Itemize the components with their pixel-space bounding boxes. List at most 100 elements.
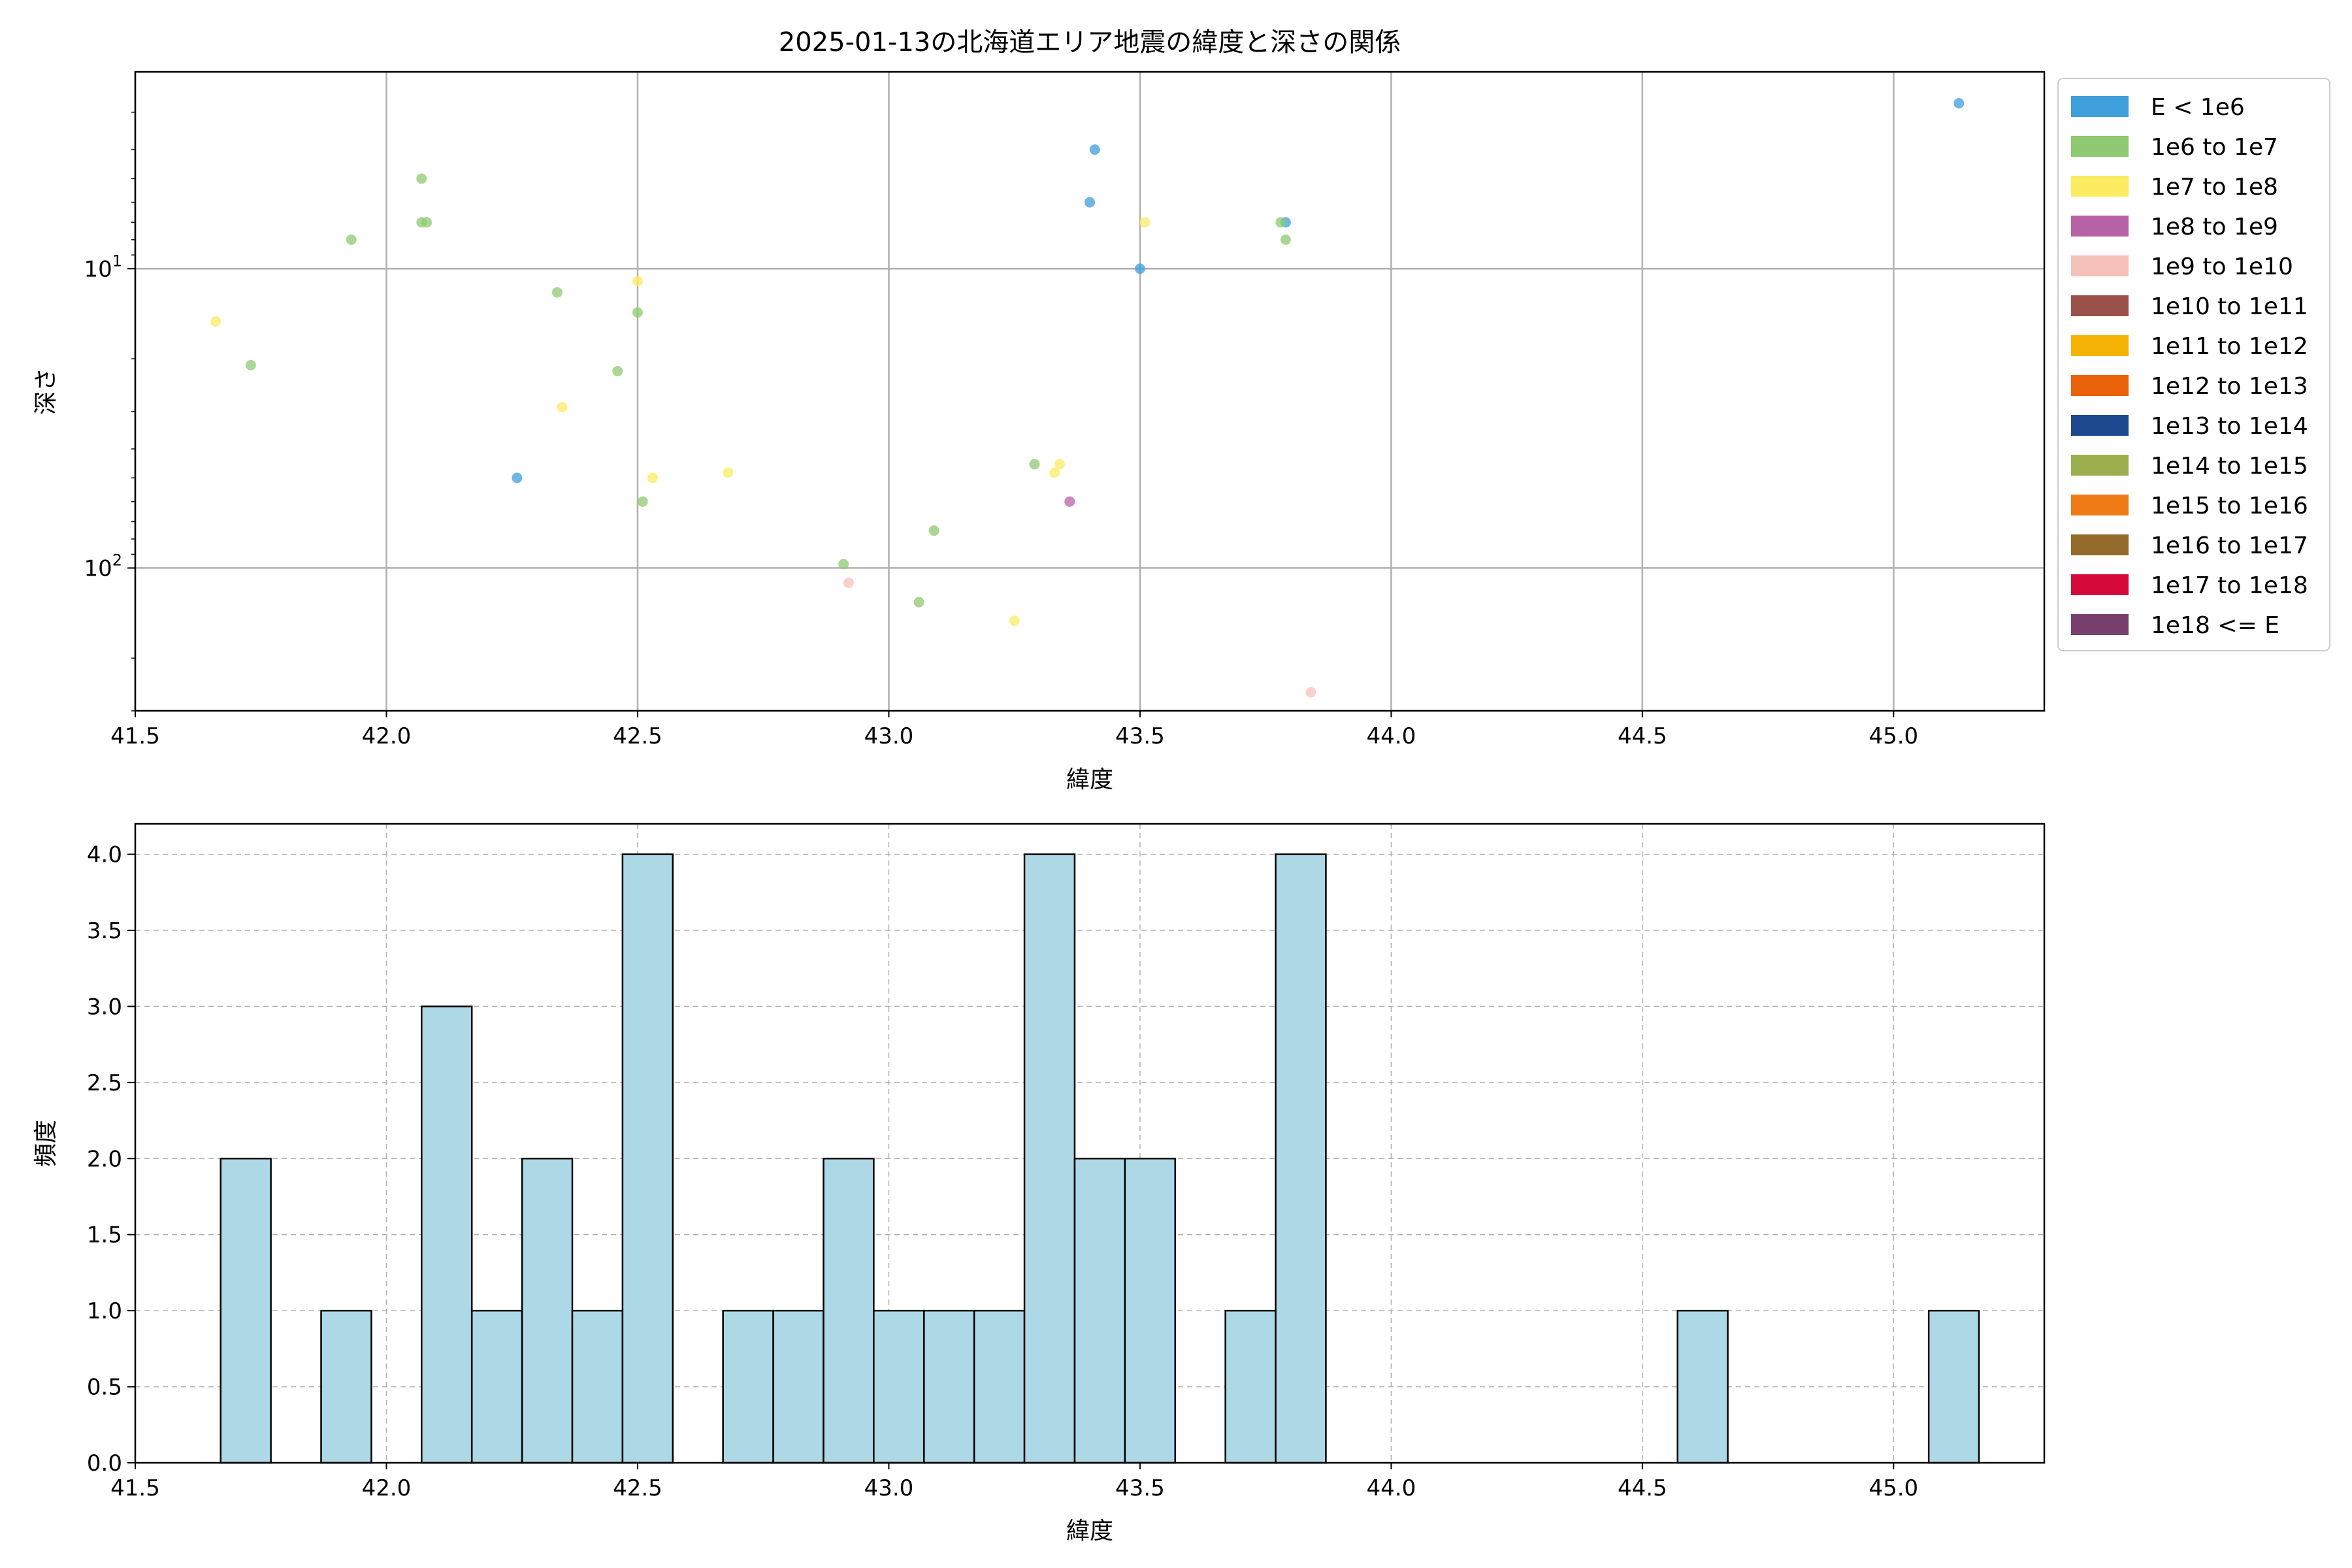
- legend-swatch: [2071, 96, 2129, 117]
- scatter-point: [1064, 496, 1075, 507]
- legend-swatch: [2071, 375, 2129, 396]
- histogram-x-axis-label: 緯度: [1066, 1518, 1113, 1544]
- legend-swatch: [2071, 455, 2129, 476]
- legend-label: 1e15 to 1e16: [2151, 493, 2308, 519]
- histogram-y-tick-label: 1.5: [87, 1222, 122, 1249]
- scatter-point: [637, 496, 648, 507]
- scatter-point: [913, 596, 924, 608]
- scatter-point: [1049, 467, 1060, 478]
- scatter-point: [1275, 217, 1286, 228]
- scatter-y-tick-base: 10: [84, 256, 112, 282]
- histogram-ticks: 41.5 42.0 42.5 43.0 43.5 44.0 44.5 45.0 0.0 0.5 1.…: [87, 842, 1918, 1501]
- scatter-point: [928, 525, 939, 536]
- scatter-point: [632, 276, 643, 287]
- legend-swatch: [2071, 495, 2129, 515]
- scatter-point: [421, 217, 432, 228]
- histogram-bar: [973, 1309, 1026, 1464]
- histogram-bar: [823, 1158, 875, 1464]
- scatter-point: [416, 173, 427, 184]
- scatter-y-axis-label: 深さ: [33, 368, 59, 415]
- histogram-bar: [923, 1309, 975, 1464]
- scatter-x-tick-label: 44.5: [1618, 723, 1667, 749]
- histogram-y-tick-label: 3.5: [87, 918, 122, 944]
- legend-label: 1e9 to 1e10: [2151, 253, 2293, 280]
- legend-swatch: [2071, 335, 2129, 356]
- chart-title: 2025-01-13の北海道エリア地震の緯度と深さの関係: [779, 27, 1401, 57]
- histogram-x-tick-label: 43.0: [864, 1475, 914, 1501]
- legend-swatch: [2071, 255, 2129, 276]
- legend-label: 1e7 to 1e8: [2151, 174, 2278, 201]
- histogram-bar: [521, 1158, 574, 1464]
- histogram-bar: [772, 1309, 825, 1464]
- scatter-point: [210, 316, 221, 327]
- legend-swatch: [2071, 295, 2129, 316]
- legend-swatch: [2071, 614, 2129, 635]
- histogram-bar: [1275, 853, 1327, 1464]
- scatter-point: [1054, 459, 1065, 470]
- scatter-point: [843, 577, 854, 588]
- scatter-point: [632, 307, 643, 318]
- histogram-x-tick-label: 42.5: [613, 1475, 662, 1501]
- histogram-plot-frame: [134, 823, 2046, 1464]
- histogram-y-tick-label: 4.0: [87, 842, 122, 868]
- histogram-x-tick-label: 43.5: [1115, 1475, 1165, 1501]
- histogram-bar: [320, 1309, 372, 1464]
- scatter-x-tick-label: 43.5: [1115, 723, 1165, 749]
- histogram-x-tick-label: 44.0: [1367, 1475, 1416, 1501]
- scatter-point: [647, 472, 659, 483]
- histogram-x-tick-label: 42.0: [362, 1475, 412, 1501]
- histogram-y-tick-label: 0.5: [87, 1375, 122, 1401]
- scatter-plot-frame: [134, 71, 2046, 712]
- scatter-point: [1029, 459, 1040, 470]
- histogram-y-axis-label: 頻度: [33, 1120, 59, 1167]
- legend-swatch: [2071, 216, 2129, 237]
- scatter-y-tick-exp: 1: [112, 252, 122, 270]
- histogram-x-tick-label: 44.5: [1618, 1475, 1667, 1501]
- legend-label: 1e11 to 1e12: [2151, 333, 2308, 360]
- scatter-y-tick-label: 102: [84, 551, 122, 581]
- scatter-x-tick-label: 41.5: [110, 723, 160, 749]
- histogram-bar: [722, 1309, 774, 1464]
- scatter-point: [1953, 97, 1965, 108]
- scatter-point: [1009, 615, 1020, 627]
- legend-label: 1e13 to 1e14: [2151, 413, 2308, 440]
- histogram-y-tick-label: 2.5: [87, 1070, 122, 1096]
- legend-label: 1e10 to 1e11: [2151, 293, 2308, 320]
- scatter-x-tick-label: 44.0: [1367, 723, 1416, 749]
- histogram-bar: [220, 1158, 272, 1464]
- scatter-point: [1134, 263, 1145, 274]
- legend-label: 1e12 to 1e13: [2151, 373, 2308, 400]
- legend-swatch: [2071, 176, 2129, 197]
- histogram-bar: [1124, 1158, 1176, 1464]
- scatter-point: [838, 559, 849, 570]
- legend-label: 1e16 to 1e17: [2151, 532, 2308, 559]
- scatter-point: [612, 366, 623, 377]
- legend-swatch: [2071, 136, 2129, 157]
- histogram-bar: [1224, 1309, 1277, 1464]
- scatter-x-tick-label: 43.0: [864, 723, 914, 749]
- histogram-bar: [470, 1309, 523, 1464]
- histogram-bar: [1927, 1309, 1980, 1464]
- histogram-bar: [621, 853, 674, 1464]
- scatter-y-tick-base: 10: [84, 555, 112, 581]
- histogram-plot: 41.5 42.0 42.5 43.0 43.5 44.0 44.5 45.0 0.0 0.5 1.…: [33, 823, 2046, 1544]
- scatter-x-tick-label: 42.0: [362, 723, 412, 749]
- scatter-y-tick-exp: 2: [112, 551, 122, 569]
- legend-swatch: [2071, 534, 2129, 555]
- scatter-point: [346, 234, 357, 245]
- scatter-points: [210, 97, 1965, 698]
- scatter-x-tick-label: 42.5: [613, 723, 662, 749]
- histogram-x-tick-label: 41.5: [110, 1475, 160, 1501]
- histogram-bar: [1023, 853, 1076, 1464]
- scatter-point: [557, 402, 568, 413]
- legend-swatch: [2071, 574, 2129, 595]
- scatter-x-tick-label: 45.0: [1869, 723, 1918, 749]
- scatter-point: [1139, 217, 1151, 228]
- scatter-point: [1305, 687, 1316, 698]
- histogram-y-tick-label: 3.0: [87, 994, 122, 1020]
- legend-label: 1e14 to 1e15: [2151, 453, 2308, 480]
- legend-label: 1e17 to 1e18: [2151, 572, 2308, 599]
